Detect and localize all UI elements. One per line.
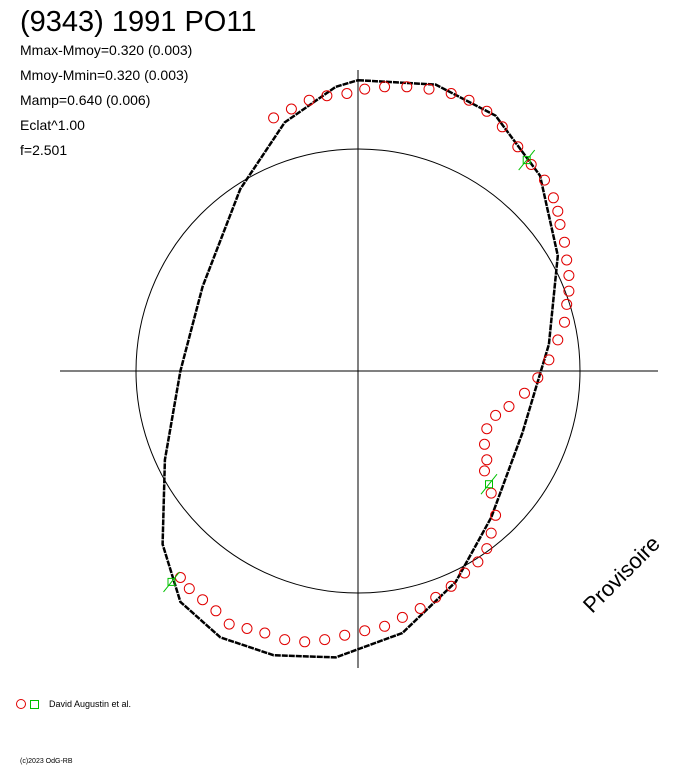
reference-circle bbox=[135, 148, 581, 594]
secondary-point bbox=[522, 156, 531, 165]
observation-point bbox=[490, 409, 502, 421]
observation-point bbox=[563, 285, 575, 297]
observation-point bbox=[341, 88, 353, 99]
secondary-point-tick bbox=[518, 149, 536, 171]
observation-point bbox=[463, 94, 475, 106]
legend-square-icon bbox=[30, 699, 39, 709]
observation-point bbox=[197, 594, 209, 606]
observation-point bbox=[559, 316, 570, 328]
observation-point bbox=[539, 174, 550, 186]
observation-point bbox=[241, 623, 253, 634]
observation-point bbox=[396, 611, 408, 623]
legend: David Augustin et al. bbox=[16, 699, 131, 709]
observation-point bbox=[496, 121, 508, 133]
observation-point bbox=[532, 372, 544, 384]
stat-mmax-mmoy: Mmax-Mmoy=0.320 (0.003) bbox=[20, 42, 193, 58]
observation-point bbox=[561, 254, 573, 266]
observation-point bbox=[339, 629, 351, 641]
observation-point bbox=[554, 219, 566, 230]
observation-point bbox=[563, 270, 575, 281]
secondary-point-tick bbox=[163, 571, 180, 593]
observation-point bbox=[512, 141, 524, 153]
observation-point bbox=[379, 620, 391, 632]
observation-point bbox=[561, 298, 573, 310]
legend-label: David Augustin et al. bbox=[49, 699, 132, 709]
observation-point bbox=[430, 591, 442, 603]
secondary-point bbox=[167, 577, 176, 586]
observation-point bbox=[481, 454, 493, 466]
observation-point bbox=[259, 627, 271, 639]
legend-circle-icon bbox=[16, 699, 26, 709]
observation-point bbox=[485, 527, 497, 539]
copyright: (c)2023 OdG-RB bbox=[20, 758, 73, 765]
observation-point bbox=[479, 465, 490, 477]
observation-point bbox=[525, 159, 537, 170]
observation-point bbox=[223, 618, 235, 630]
observation-point bbox=[174, 572, 186, 583]
stat-eclat: Eclat^1.00 bbox=[20, 117, 85, 133]
observation-point bbox=[183, 583, 195, 595]
observation-point bbox=[519, 387, 530, 399]
stat-mmoy-mmin: Mmoy-Mmin=0.320 (0.003) bbox=[20, 67, 189, 83]
observation-point bbox=[359, 83, 371, 95]
observation-point bbox=[299, 636, 311, 648]
stats-block: Mmax-Mmoy=0.320 (0.003) Mmoy-Mmin=0.320 … bbox=[20, 42, 192, 167]
observation-point bbox=[479, 438, 490, 450]
observation-point bbox=[303, 94, 315, 106]
observation-point bbox=[445, 580, 457, 592]
observation-point bbox=[279, 634, 291, 646]
observation-point bbox=[481, 105, 493, 117]
model-curve bbox=[161, 78, 560, 659]
observation-point bbox=[481, 423, 493, 435]
chart-title: (9343) 1991 PO11 bbox=[20, 6, 257, 38]
observation-point bbox=[414, 603, 426, 614]
observation-point bbox=[490, 509, 502, 521]
observation-point bbox=[547, 192, 559, 204]
observation-point bbox=[268, 112, 280, 124]
observation-point bbox=[321, 90, 333, 102]
observation-point bbox=[423, 83, 435, 95]
observation-points bbox=[174, 81, 575, 648]
stat-frequency: f=2.501 bbox=[20, 142, 68, 158]
observation-point bbox=[472, 556, 484, 568]
observation-point bbox=[401, 81, 413, 93]
observation-point bbox=[319, 634, 331, 646]
secondary-point-tick bbox=[480, 473, 498, 495]
observation-point bbox=[485, 487, 497, 499]
stat-mamp: Mamp=0.640 (0.006) bbox=[20, 92, 151, 108]
observation-point bbox=[285, 103, 297, 115]
observation-point bbox=[543, 354, 555, 366]
observation-point bbox=[379, 81, 391, 93]
observation-point bbox=[210, 605, 222, 617]
observation-point bbox=[445, 88, 457, 99]
observation-point bbox=[481, 543, 493, 555]
observation-point bbox=[503, 401, 515, 412]
observation-point bbox=[559, 236, 570, 248]
secondary-points bbox=[163, 149, 536, 593]
observation-point bbox=[552, 334, 564, 346]
secondary-point bbox=[485, 480, 493, 489]
observation-point bbox=[359, 625, 371, 637]
observation-point bbox=[459, 567, 471, 579]
observation-point bbox=[552, 205, 564, 217]
